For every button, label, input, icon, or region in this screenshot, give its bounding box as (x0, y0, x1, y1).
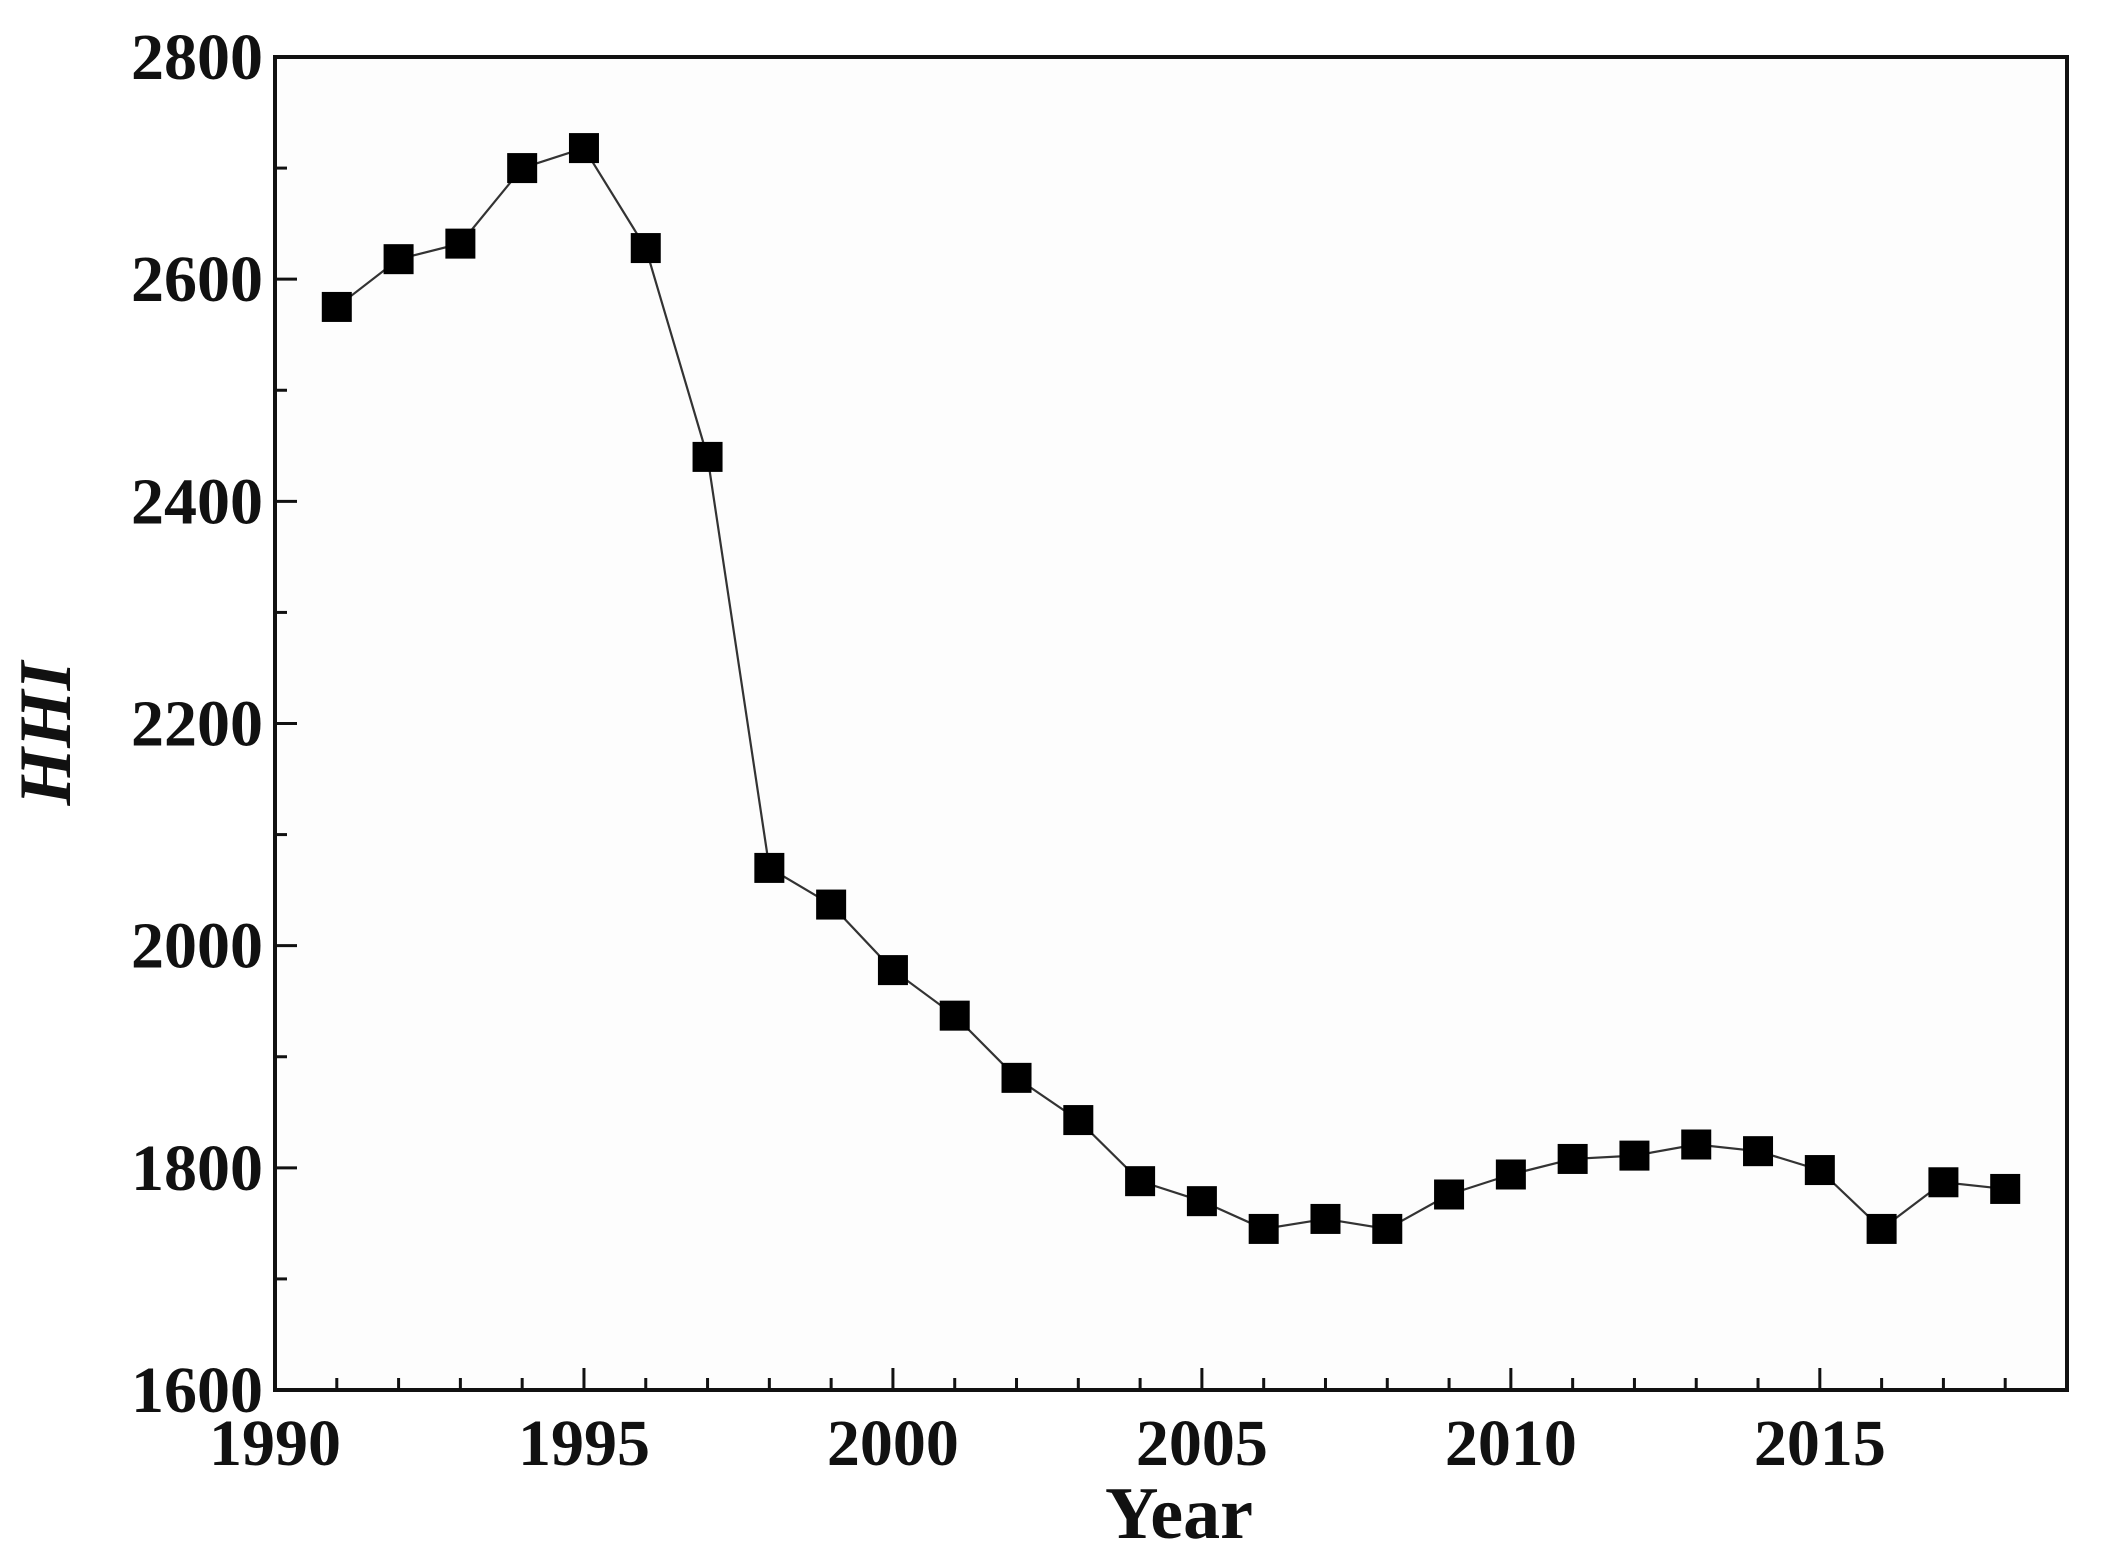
data-point-marker (1990, 1173, 2021, 1204)
plot-frame (273, 55, 2069, 1392)
data-point-marker (1248, 1213, 1279, 1244)
data-point-marker (507, 153, 538, 184)
data-point-marker (568, 133, 599, 164)
data-point-marker (816, 889, 847, 920)
series-line (336, 146, 2006, 1231)
data-point-marker (1001, 1062, 1032, 1093)
x-tick-label: 2015 (1754, 1407, 1886, 1480)
data-point-marker (383, 244, 414, 275)
data-point-marker (1804, 1155, 1835, 1186)
data-point-marker (1619, 1140, 1650, 1171)
data-point-marker (1928, 1167, 1959, 1198)
data-point-marker (1681, 1129, 1712, 1160)
x-tick-label: 2010 (1445, 1407, 1577, 1480)
y-tick-label: 1800 (131, 1132, 263, 1205)
y-tick-label: 2000 (131, 910, 263, 983)
x-tick-label: 2000 (827, 1407, 959, 1480)
x-axis-ticks: 1990 1995 2000 2005 2010 2015 (209, 1368, 2069, 1480)
data-point-marker (877, 955, 908, 986)
plot-area (275, 57, 2067, 1390)
data-point-marker (754, 852, 785, 883)
data-point-marker (630, 233, 661, 264)
data-point-marker (1310, 1203, 1341, 1234)
data-point-marker (1495, 1159, 1526, 1190)
x-axis-title: Year (1105, 1473, 1253, 1555)
data-point-marker (1557, 1143, 1588, 1174)
x-tick-label: 2005 (1136, 1407, 1268, 1480)
x-tick-label: 1995 (518, 1407, 650, 1480)
data-point-marker (321, 291, 352, 322)
data-point-marker (1434, 1179, 1465, 1210)
data-point-marker (1063, 1105, 1094, 1136)
y-axis-ticks: 1600 1800 2000 2200 2400 2600 2800 (131, 21, 297, 1427)
y-tick-label: 2800 (131, 21, 263, 94)
y-tick-label: 2200 (131, 688, 263, 761)
y-tick-label: 1600 (131, 1354, 263, 1427)
data-point-marker (445, 228, 476, 259)
data-point-marker (1743, 1136, 1774, 1167)
data-point-marker (1125, 1166, 1156, 1197)
y-tick-label: 2400 (131, 465, 263, 538)
data-point-marker (939, 1000, 970, 1031)
y-tick-label: 2600 (131, 243, 263, 316)
data-point-marker (1372, 1213, 1403, 1244)
y-axis-title: HHI (5, 659, 87, 806)
data-point-marker (1186, 1186, 1217, 1217)
x-tick-label: 1990 (209, 1407, 341, 1480)
data-point-marker (1866, 1213, 1897, 1244)
series-group (321, 133, 2021, 1244)
data-point-marker (692, 441, 723, 472)
